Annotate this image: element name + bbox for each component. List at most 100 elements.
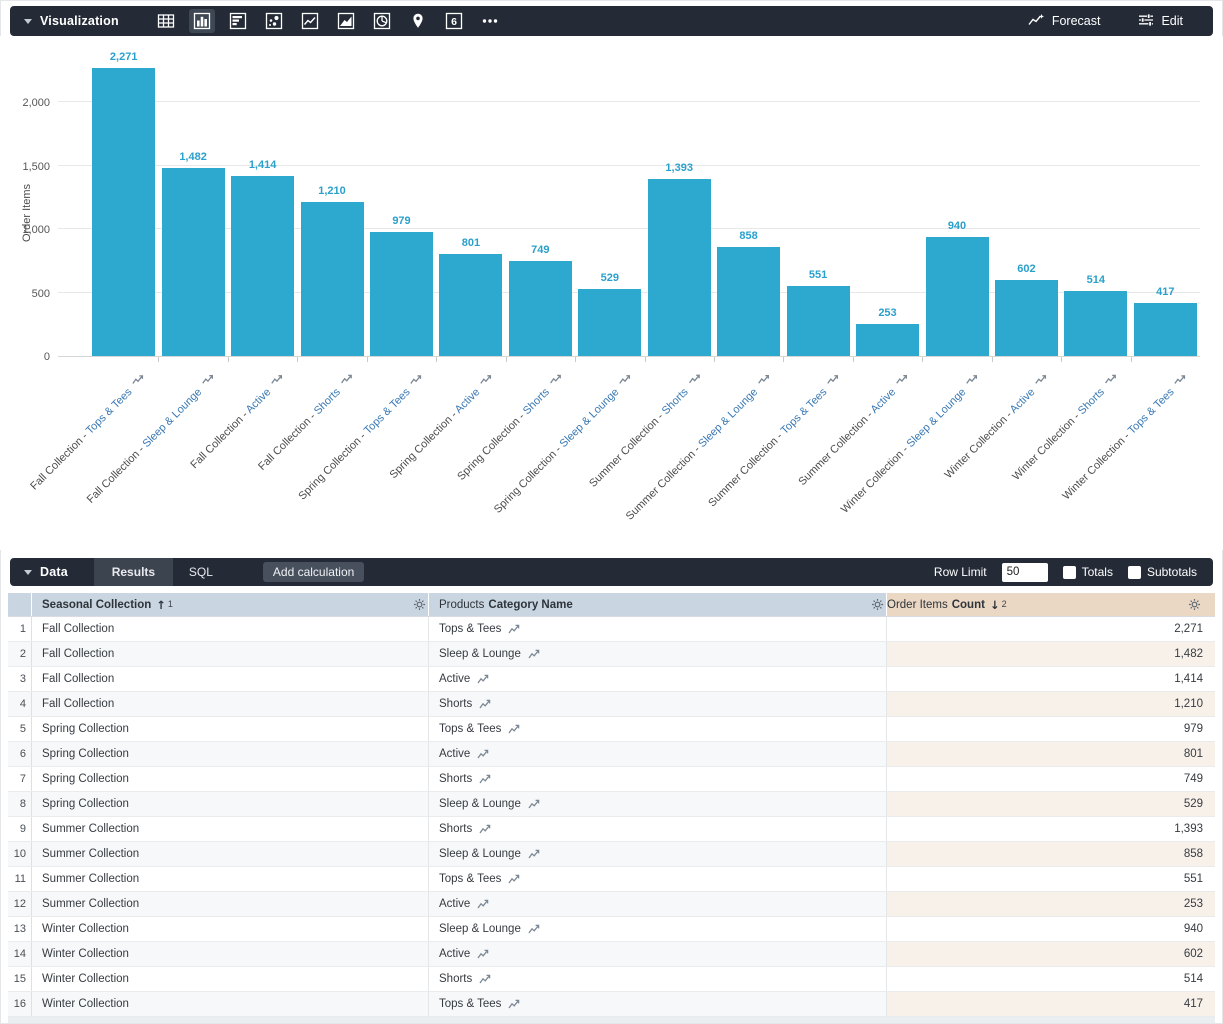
column-header-category-name[interactable]: Products Category Name — [428, 593, 886, 616]
cell-seasonal-collection[interactable]: Spring Collection — [42, 748, 129, 760]
cell-order-items-count[interactable]: 253 — [886, 892, 1215, 916]
bar[interactable] — [1133, 303, 1197, 356]
chevron-down-icon[interactable] — [24, 18, 32, 24]
cell-order-items-count[interactable]: 749 — [886, 767, 1215, 791]
x-axis-label[interactable]: Spring Collection - Active — [386, 372, 495, 481]
viz-type-table-icon[interactable] — [153, 9, 179, 33]
cell-category-name[interactable]: Sleep & Lounge — [428, 792, 886, 816]
bar[interactable] — [161, 168, 225, 356]
bar[interactable] — [1064, 291, 1128, 356]
x-label-category-link[interactable]: Tops & Tees — [1125, 386, 1177, 437]
x-label-category-link[interactable]: Active — [244, 386, 274, 416]
cell-category-name[interactable]: Active — [428, 942, 886, 966]
cell-category-name[interactable]: Tops & Tees — [428, 717, 886, 741]
bar[interactable] — [92, 68, 156, 356]
viz-type-column-icon[interactable] — [188, 9, 215, 33]
category-name-text[interactable]: Tops & Tees — [439, 723, 502, 735]
cell-order-items-count[interactable]: 551 — [886, 867, 1215, 891]
category-name-text[interactable]: Active — [439, 673, 471, 685]
category-name-text[interactable]: Sleep & Lounge — [439, 923, 521, 935]
cell-order-items-count[interactable]: 1,414 — [886, 667, 1215, 691]
cell-seasonal-collection[interactable]: Fall Collection — [42, 698, 115, 710]
cell-seasonal-collection[interactable]: Winter Collection — [42, 948, 129, 960]
x-axis-label[interactable]: Fall Collection - Active — [187, 372, 286, 471]
cell-category-name[interactable]: Active — [428, 742, 886, 766]
viz-type-bar-icon[interactable] — [225, 9, 251, 33]
x-axis-label[interactable]: Spring Collection - Tops & Tees — [295, 372, 425, 502]
cell-order-items-count[interactable]: 1,210 — [886, 692, 1215, 716]
visualization-title[interactable]: Visualization — [40, 14, 119, 28]
cell-seasonal-collection[interactable]: Winter Collection — [42, 923, 129, 935]
cell-order-items-count[interactable]: 1,393 — [886, 817, 1215, 841]
x-axis-label[interactable]: Spring Collection - Sleep & Lounge — [490, 372, 634, 516]
x-label-category-link[interactable]: Shorts — [520, 386, 552, 418]
viz-type-line-icon[interactable] — [297, 9, 323, 33]
totals-checkbox[interactable] — [1062, 565, 1076, 579]
cell-order-items-count[interactable]: 801 — [886, 742, 1215, 766]
cell-seasonal-collection[interactable]: Fall Collection — [42, 623, 115, 635]
x-label-category-link[interactable]: Sleep & Lounge — [696, 386, 760, 450]
cell-order-items-count[interactable]: 514 — [886, 967, 1215, 991]
bar[interactable] — [786, 286, 850, 356]
sort-desc-icon[interactable]: ↓ — [989, 597, 1000, 612]
cell-order-items-count[interactable]: 940 — [886, 917, 1215, 941]
cell-category-name[interactable]: Shorts — [428, 967, 886, 991]
gear-icon[interactable] — [1188, 598, 1203, 611]
x-label-category-link[interactable]: Shorts — [659, 386, 691, 418]
viz-type-single-value-icon[interactable]: 6 — [441, 9, 467, 33]
x-axis-label[interactable]: Fall Collection - Tops & Tees — [27, 372, 147, 492]
viz-type-more-icon[interactable] — [477, 9, 503, 33]
cell-category-name[interactable]: Tops & Tees — [428, 992, 886, 1016]
cell-category-name[interactable]: Tops & Tees — [428, 617, 886, 641]
viz-type-scatter-icon[interactable] — [261, 9, 287, 33]
x-label-category-link[interactable]: Sleep & Lounge — [140, 386, 205, 450]
edit-button[interactable]: Edit — [1138, 13, 1183, 30]
x-axis-label[interactable]: Summer Collection - Tops & Tees — [705, 372, 842, 509]
cell-seasonal-collection[interactable]: Spring Collection — [42, 723, 129, 735]
cell-category-name[interactable]: Shorts — [428, 817, 886, 841]
bar[interactable] — [231, 176, 295, 356]
category-name-text[interactable]: Tops & Tees — [439, 873, 502, 885]
cell-seasonal-collection[interactable]: Spring Collection — [42, 773, 129, 785]
column-header-order-items-count[interactable]: Order Items Count ↓ 2 — [886, 593, 1215, 616]
cell-order-items-count[interactable]: 858 — [886, 842, 1215, 866]
subtotals-checkbox[interactable] — [1127, 565, 1141, 579]
category-name-text[interactable]: Shorts — [439, 698, 473, 710]
cell-seasonal-collection[interactable]: Fall Collection — [42, 673, 115, 685]
cell-category-name[interactable]: Active — [428, 667, 886, 691]
x-label-category-link[interactable]: Sleep & Lounge — [904, 386, 969, 450]
category-name-text[interactable]: Tops & Tees — [439, 623, 502, 635]
cell-category-name[interactable]: Tops & Tees — [428, 867, 886, 891]
x-label-category-link[interactable]: Active — [452, 386, 483, 416]
x-label-category-link[interactable]: Active — [868, 386, 899, 416]
bar[interactable] — [508, 261, 572, 356]
x-axis-label[interactable]: Winter Collection - Active — [941, 372, 1050, 481]
x-axis-label[interactable]: Summer Collection - Sleep & Lounge — [622, 372, 773, 523]
row-limit-input[interactable] — [1001, 562, 1048, 582]
category-name-text[interactable]: Active — [439, 748, 471, 760]
x-label-category-link[interactable]: Tops & Tees — [361, 386, 413, 437]
x-axis-label[interactable]: Winter Collection - Sleep & Lounge — [837, 372, 981, 516]
cell-category-name[interactable]: Shorts — [428, 692, 886, 716]
x-axis-label[interactable]: Spring Collection - Shorts — [453, 372, 564, 483]
viz-type-map-icon[interactable] — [405, 9, 431, 33]
cell-category-name[interactable]: Active — [428, 892, 886, 916]
cell-order-items-count[interactable]: 1,482 — [886, 642, 1215, 666]
x-label-category-link[interactable]: Tops & Tees — [778, 386, 830, 437]
cell-seasonal-collection[interactable]: Summer Collection — [42, 898, 140, 910]
x-axis-label[interactable]: Summer Collection - Active — [795, 372, 911, 488]
tab-sql[interactable]: SQL — [188, 565, 213, 579]
category-name-text[interactable]: Shorts — [439, 823, 473, 835]
cell-order-items-count[interactable]: 2,271 — [886, 617, 1215, 641]
cell-seasonal-collection[interactable]: Winter Collection — [42, 998, 129, 1010]
x-label-category-link[interactable]: Tops & Tees — [84, 386, 135, 437]
cell-order-items-count[interactable]: 529 — [886, 792, 1215, 816]
x-axis-label[interactable]: Winter Collection - Tops & Tees — [1059, 372, 1189, 502]
bar[interactable] — [647, 179, 711, 356]
tab-results[interactable]: Results — [93, 558, 173, 586]
x-label-category-link[interactable]: Shorts — [312, 386, 344, 418]
bar[interactable] — [856, 324, 919, 356]
cell-order-items-count[interactable]: 602 — [886, 942, 1215, 966]
viz-type-pie-icon[interactable] — [369, 9, 395, 33]
x-label-category-link[interactable]: Shorts — [1075, 386, 1107, 418]
